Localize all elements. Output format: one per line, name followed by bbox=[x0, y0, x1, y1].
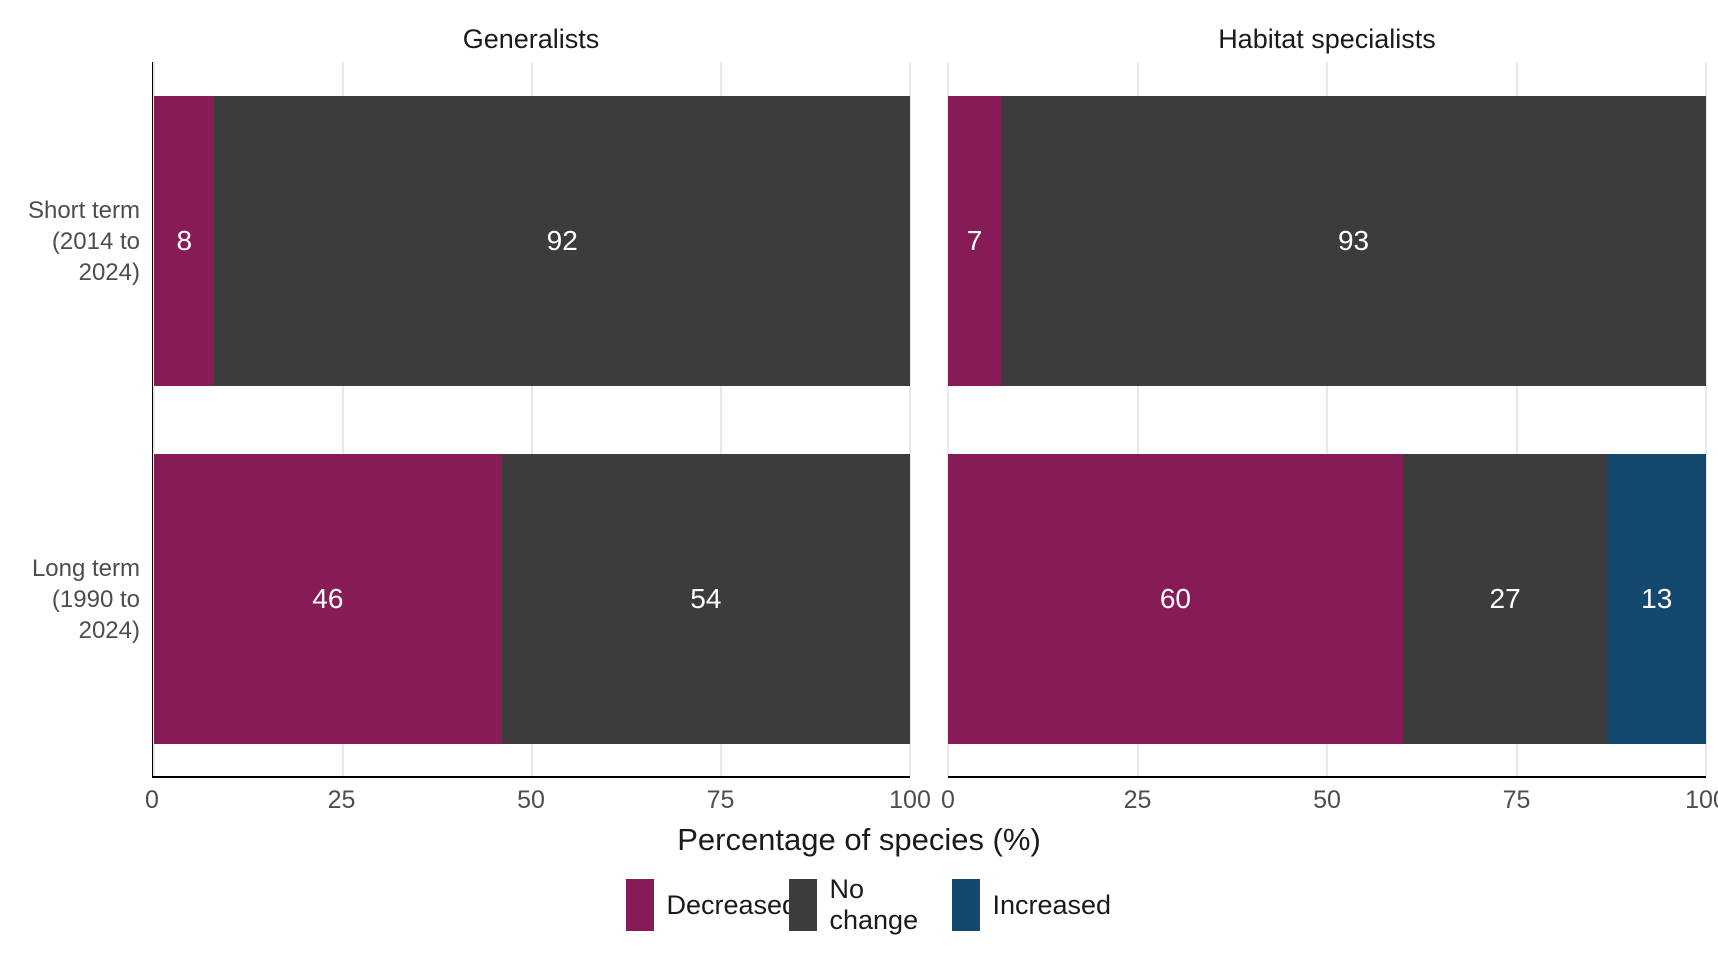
panel-area-habitat-specialists: 7 93 60 27 13 bbox=[947, 62, 1707, 778]
y-axis-labels: Short term (2014 to 2024) Long term (1990 to… bbox=[0, 0, 152, 820]
y-axis-label-line: (2014 to bbox=[51, 227, 140, 255]
bar-band-1: 7 93 bbox=[948, 62, 1706, 420]
bar-segment-no-change: 92 bbox=[214, 96, 910, 386]
x-tick-label-0: 0 bbox=[941, 786, 955, 814]
y-axis-spacer bbox=[0, 0, 152, 62]
bar-band-1: 8 92 bbox=[154, 62, 910, 420]
x-tick-label-75: 75 bbox=[706, 786, 735, 814]
y-axis-label-line: 2024) bbox=[78, 258, 140, 286]
gridline-25 bbox=[342, 62, 344, 776]
panel-generalists: Generalists 8 92 46 54 0 25 50 75 100 bbox=[145, 0, 931, 820]
facet-gap bbox=[910, 0, 948, 820]
x-tick-label-100: 100 bbox=[889, 786, 931, 814]
bar-segment-decreased: 7 bbox=[948, 96, 1002, 386]
x-axis-title: Percentage of species (%) bbox=[677, 822, 1041, 857]
legend-swatch-decreased bbox=[625, 879, 654, 931]
x-axis-ticks-habitat-specialists: 0 25 50 75 100 bbox=[941, 778, 1718, 820]
gridline-100 bbox=[909, 62, 911, 776]
legend-swatch-increased bbox=[951, 879, 980, 931]
gridline-25 bbox=[1136, 62, 1139, 776]
x-tick-label-50: 50 bbox=[517, 786, 545, 814]
bar-segment-decreased: 60 bbox=[948, 454, 1403, 744]
bar-segment-no-change: 93 bbox=[1001, 96, 1706, 386]
plot-grid: Short term (2014 to 2024) Long term (1990 to… bbox=[0, 0, 1718, 820]
y-axis-label-line: (1990 to bbox=[51, 585, 140, 613]
gridline-75 bbox=[1515, 62, 1518, 776]
y-axis-label-row-2: Long term (1990 to 2024) bbox=[0, 420, 152, 778]
legend: Decreased No change Increased bbox=[0, 874, 1718, 936]
x-tick-label-75: 75 bbox=[1502, 786, 1531, 814]
x-tick-label-25: 25 bbox=[327, 786, 356, 814]
gridline-50 bbox=[531, 62, 533, 776]
y-axis-label-line: Long term bbox=[31, 554, 140, 582]
bar-segment-decreased: 46 bbox=[154, 454, 502, 744]
legend-label-no-change: No change bbox=[829, 874, 919, 935]
panel-area-generalists: 8 92 46 54 bbox=[152, 62, 911, 778]
stacked-bar-habitat-specialists-1: 7 93 bbox=[948, 96, 1706, 386]
bar-segment-no-change: 27 bbox=[1402, 454, 1608, 744]
legend-item-no-change: No change bbox=[788, 874, 930, 936]
legend-item-increased: Increased bbox=[951, 879, 1112, 931]
gridline-0 bbox=[153, 62, 155, 776]
gridline-75 bbox=[720, 62, 722, 776]
legend-item-decreased: Decreased bbox=[625, 879, 798, 931]
legend-label-decreased: Decreased bbox=[666, 889, 798, 920]
y-axis-label-line: Short term bbox=[27, 196, 140, 224]
gridline-100 bbox=[1705, 62, 1707, 776]
panel-title-generalists: Generalists bbox=[462, 23, 600, 54]
bar-band-2: 46 54 bbox=[154, 420, 910, 778]
x-tick-label-100: 100 bbox=[1685, 786, 1718, 814]
x-tick-label-50: 50 bbox=[1313, 786, 1341, 814]
legend-label-increased: Increased bbox=[992, 889, 1112, 920]
x-tick-label-25: 25 bbox=[1123, 786, 1152, 814]
panel-title-habitat-specialists: Habitat specialists bbox=[1218, 23, 1436, 54]
bar-band-2: 60 27 13 bbox=[948, 420, 1706, 778]
stacked-bar-habitat-specialists-2: 60 27 13 bbox=[948, 454, 1706, 744]
gridline-50 bbox=[1326, 62, 1328, 776]
stacked-bar-generalists-2: 46 54 bbox=[154, 454, 910, 744]
legend-swatch-no-change bbox=[788, 879, 817, 931]
bar-segment-decreased: 8 bbox=[154, 96, 215, 386]
bar-segment-increased: 13 bbox=[1607, 454, 1706, 744]
y-axis-label-row-1: Short term (2014 to 2024) bbox=[0, 62, 152, 420]
x-axis-ticks-generalists: 0 25 50 75 100 bbox=[145, 778, 931, 820]
stacked-bar-generalists-1: 8 92 bbox=[154, 96, 910, 386]
gridline-0 bbox=[947, 62, 949, 776]
y-axis-label-line: 2024) bbox=[78, 616, 140, 644]
bar-segment-no-change: 54 bbox=[501, 454, 910, 744]
x-tick-label-0: 0 bbox=[145, 786, 159, 814]
